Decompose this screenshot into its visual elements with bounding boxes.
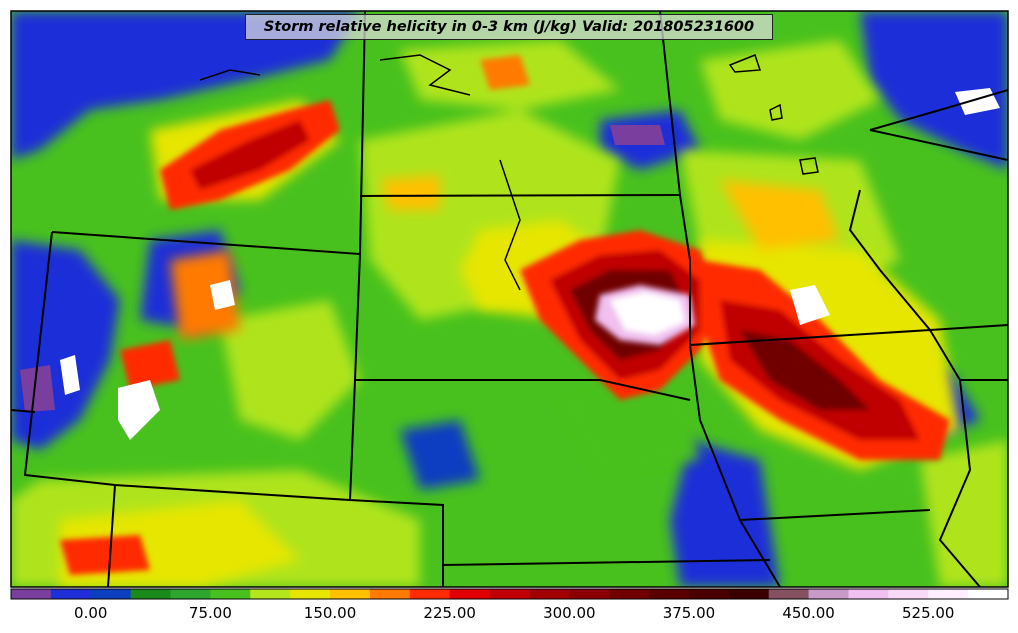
colorbar-segment [728, 589, 770, 599]
colorbar-segment [569, 589, 610, 599]
colorbar-tick-label: 300.00 [543, 604, 596, 622]
colorbar-segment [210, 589, 251, 599]
colorbar-tick-label: 225.00 [423, 604, 476, 622]
colorbar-segment [808, 589, 849, 599]
colorbar-segment [888, 589, 929, 599]
colorbar-segment [649, 589, 690, 599]
colorbar-segment [688, 589, 730, 599]
colorbar-segment [330, 589, 371, 599]
colorbar-segment [170, 589, 211, 599]
colorbar-tick-label: 75.00 [188, 604, 232, 622]
colorbar-tick-label: 450.00 [782, 604, 835, 622]
colorbar [11, 589, 1009, 599]
colorbar-segment [369, 589, 411, 599]
colorbar-segment [409, 589, 451, 599]
colorbar-segment [11, 589, 52, 599]
colorbar-segment [848, 589, 889, 599]
water-features [199, 54, 819, 291]
colorbar-segment [928, 589, 969, 599]
colorbar-segment [489, 589, 530, 599]
colorbar-segment [90, 589, 132, 599]
colorbar-segment [130, 589, 172, 599]
contour-field [11, 11, 1008, 587]
colorbar-segment [290, 589, 331, 599]
colorbar-segment [529, 589, 570, 599]
colorbar-tick-label: 375.00 [662, 604, 716, 622]
colorbar-segment [449, 589, 491, 599]
map-title: Storm relative helicity in 0-3 km (J/kg)… [245, 14, 773, 40]
colorbar-segment [50, 589, 92, 599]
colorbar-tick-label: 0.00 [74, 604, 108, 622]
colorbar-tick-label: 525.00 [901, 604, 955, 622]
colorbar-segment [609, 589, 650, 599]
state-boundaries [11, 11, 1008, 587]
colorbar-segment [768, 589, 810, 599]
colorbar-segment [968, 589, 1009, 599]
colorbar-segment [250, 589, 291, 599]
colorbar-tick-label: 150.00 [303, 604, 357, 622]
